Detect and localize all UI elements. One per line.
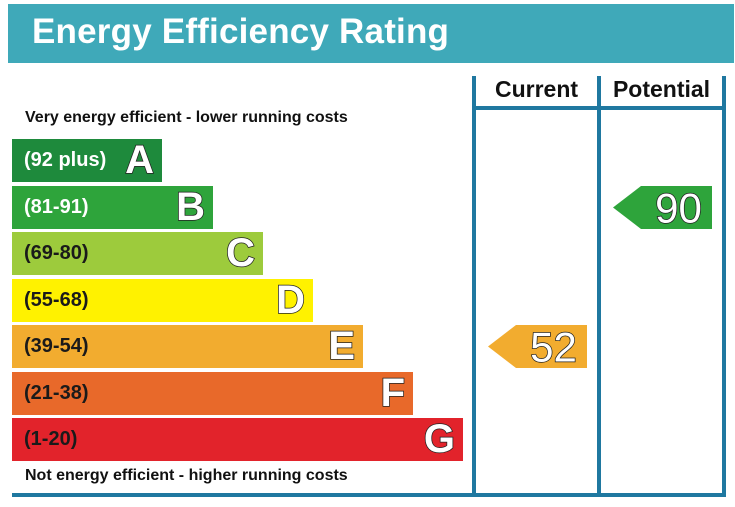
current-rating-value: 52 bbox=[530, 324, 577, 371]
band-letter: B bbox=[175, 185, 205, 230]
potential-column-right-border bbox=[722, 76, 726, 496]
band-range-label: (21-38) bbox=[24, 382, 89, 404]
band-letter: D bbox=[275, 278, 305, 323]
band-letter: G bbox=[423, 417, 456, 462]
header-divider bbox=[472, 106, 726, 110]
band-a: (92 plus) A bbox=[12, 138, 162, 183]
band-g: (1-20) G bbox=[12, 417, 463, 462]
band-letter: A bbox=[124, 138, 154, 183]
potential-arrow bbox=[613, 186, 712, 229]
band-range-label: (39-54) bbox=[24, 335, 89, 357]
title-bar: Energy Efficiency Rating bbox=[8, 4, 734, 63]
potential-column-header: Potential bbox=[612, 76, 711, 102]
current-column-right-border bbox=[597, 76, 601, 496]
bottom-rule bbox=[12, 493, 726, 497]
current-column-header: Current bbox=[494, 76, 579, 102]
band-letter: E bbox=[328, 324, 356, 369]
band-range-label: (1-20) bbox=[24, 428, 78, 450]
potential-rating-value: 90 bbox=[655, 185, 702, 232]
top-caption: Very energy efficient - lower running co… bbox=[25, 109, 348, 126]
current-arrow bbox=[488, 325, 587, 368]
band-range-label: (81-91) bbox=[24, 196, 89, 218]
band-range-label: (55-68) bbox=[24, 289, 89, 311]
band-letter: F bbox=[380, 371, 406, 416]
band-b: (81-91) B bbox=[12, 185, 213, 230]
chart-title: Energy Efficiency Rating bbox=[32, 12, 450, 51]
band-e: (39-54) E bbox=[12, 324, 363, 369]
band-d: (55-68) D bbox=[12, 278, 313, 323]
band-c: (69-80) C bbox=[12, 231, 263, 276]
band-range-label: (92 plus) bbox=[24, 149, 107, 171]
band-letter: C bbox=[225, 231, 255, 276]
bottom-caption: Not energy efficient - higher running co… bbox=[25, 467, 348, 484]
current-column-left-border bbox=[472, 76, 476, 496]
band-range-label: (69-80) bbox=[24, 242, 89, 264]
band-f: (21-38) F bbox=[12, 371, 413, 416]
